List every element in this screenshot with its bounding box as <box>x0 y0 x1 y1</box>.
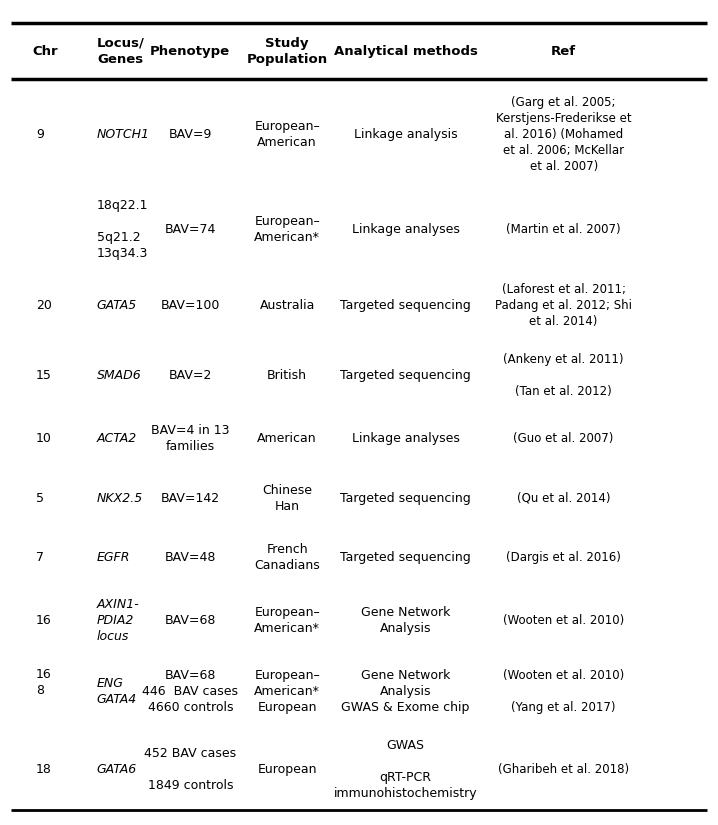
Text: European–
American*
European: European– American* European <box>254 669 320 714</box>
Text: Chr: Chr <box>32 45 58 58</box>
Text: American: American <box>257 432 317 446</box>
Text: 452 BAV cases

1849 controls: 452 BAV cases 1849 controls <box>144 747 236 792</box>
Text: 16: 16 <box>36 614 52 627</box>
Text: Gene Network
Analysis: Gene Network Analysis <box>361 606 450 635</box>
Text: NOTCH1: NOTCH1 <box>97 128 150 141</box>
Text: NKX2.5: NKX2.5 <box>97 492 143 505</box>
Text: 9: 9 <box>36 128 44 141</box>
Text: Linkage analyses: Linkage analyses <box>352 223 460 236</box>
Text: ACTA2: ACTA2 <box>97 432 137 446</box>
Text: European–
American*: European– American* <box>254 606 320 635</box>
Text: EGFR: EGFR <box>97 551 130 563</box>
Text: GATA6: GATA6 <box>97 763 137 776</box>
Text: BAV=142: BAV=142 <box>161 492 220 505</box>
Text: BAV=74: BAV=74 <box>164 223 216 236</box>
Text: British: British <box>267 369 307 382</box>
Text: Linkage analysis: Linkage analysis <box>354 128 457 141</box>
Text: French
Canadians: French Canadians <box>254 543 320 572</box>
Text: (Laforest et al. 2011;
Padang et al. 2012; Shi
et al. 2014): (Laforest et al. 2011; Padang et al. 201… <box>495 282 632 328</box>
Text: Analytical methods: Analytical methods <box>334 45 477 58</box>
Text: BAV=68
446  BAV cases
4660 controls: BAV=68 446 BAV cases 4660 controls <box>142 669 238 714</box>
Text: SMAD6: SMAD6 <box>97 369 141 382</box>
Text: BAV=68: BAV=68 <box>164 614 216 627</box>
Text: GATA5: GATA5 <box>97 299 137 312</box>
Text: European–
American*: European– American* <box>254 214 320 243</box>
Text: 8: 8 <box>36 684 44 697</box>
Text: Targeted sequencing: Targeted sequencing <box>340 299 471 312</box>
Text: 7: 7 <box>36 551 44 563</box>
Text: (Wooten et al. 2010)

(Yang et al. 2017): (Wooten et al. 2010) (Yang et al. 2017) <box>503 669 624 714</box>
Text: Targeted sequencing: Targeted sequencing <box>340 492 471 505</box>
Text: Australia: Australia <box>259 299 315 312</box>
Text: (Wooten et al. 2010): (Wooten et al. 2010) <box>503 614 624 627</box>
Text: European–
American: European– American <box>254 120 320 149</box>
Text: 18q22.1

5q21.2
13q34.3: 18q22.1 5q21.2 13q34.3 <box>97 199 149 260</box>
Text: Study
Population: Study Population <box>247 36 327 66</box>
Text: AXIN1-
PDIA2
locus: AXIN1- PDIA2 locus <box>97 598 140 643</box>
Text: Targeted sequencing: Targeted sequencing <box>340 369 471 382</box>
Text: (Dargis et al. 2016): (Dargis et al. 2016) <box>506 551 621 563</box>
Text: ENG
GATA4: ENG GATA4 <box>97 677 137 706</box>
Text: Locus/
Genes: Locus/ Genes <box>97 36 145 66</box>
Text: BAV=100: BAV=100 <box>161 299 220 312</box>
Text: GWAS

qRT-PCR
immunohistochemistry: GWAS qRT-PCR immunohistochemistry <box>334 739 477 800</box>
Text: (Garg et al. 2005;
Kerstjens-Frederikse et
al. 2016) (Mohamed
et al. 2006; McKel: (Garg et al. 2005; Kerstjens-Frederikse … <box>496 97 631 173</box>
Text: (Qu et al. 2014): (Qu et al. 2014) <box>517 492 610 505</box>
Text: European: European <box>258 763 317 776</box>
Text: (Ankeny et al. 2011)

(Tan et al. 2012): (Ankeny et al. 2011) (Tan et al. 2012) <box>503 353 624 398</box>
Text: BAV=2: BAV=2 <box>169 369 212 382</box>
Text: Targeted sequencing: Targeted sequencing <box>340 551 471 563</box>
Text: (Guo et al. 2007): (Guo et al. 2007) <box>513 432 614 446</box>
Text: 15: 15 <box>36 369 52 382</box>
Text: 20: 20 <box>36 299 52 312</box>
Text: 18: 18 <box>36 763 52 776</box>
Text: 16: 16 <box>36 667 52 681</box>
Text: BAV=48: BAV=48 <box>164 551 216 563</box>
Text: 5: 5 <box>36 492 44 505</box>
Text: (Martin et al. 2007): (Martin et al. 2007) <box>506 223 621 236</box>
Text: BAV=9: BAV=9 <box>169 128 212 141</box>
Text: BAV=4 in 13
families: BAV=4 in 13 families <box>151 424 230 454</box>
Text: Chinese
Han: Chinese Han <box>262 483 312 512</box>
Text: (Gharibeh et al. 2018): (Gharibeh et al. 2018) <box>498 763 629 776</box>
Text: Ref: Ref <box>551 45 576 58</box>
Text: Linkage analyses: Linkage analyses <box>352 432 460 446</box>
Text: Gene Network
Analysis
GWAS & Exome chip: Gene Network Analysis GWAS & Exome chip <box>342 669 470 714</box>
Text: 10: 10 <box>36 432 52 446</box>
Text: Phenotype: Phenotype <box>150 45 230 58</box>
